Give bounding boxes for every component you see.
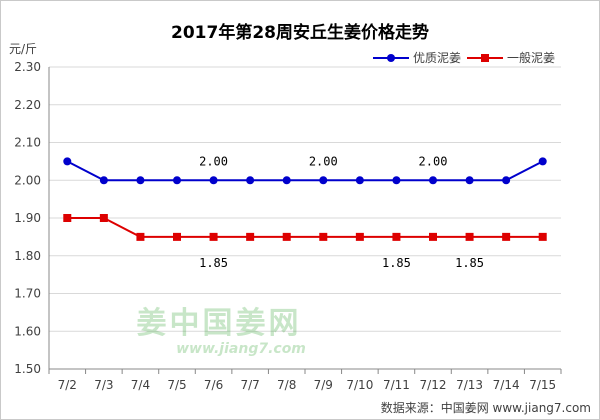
data-label: 1.85	[199, 256, 228, 270]
data-point	[99, 176, 108, 185]
y-tick-label: 2.20	[14, 98, 41, 112]
data-label: 1.85	[455, 256, 484, 270]
y-tick-label: 2.00	[14, 173, 41, 187]
data-point	[282, 176, 291, 185]
chart-title: 2017年第28周安丘生姜价格走势	[171, 22, 429, 43]
gridlines	[49, 66, 561, 332]
legend-marker	[481, 54, 489, 62]
y-tick-label: 1.70	[14, 287, 41, 301]
data-point	[282, 232, 291, 241]
x-tick-label: 7/5	[167, 378, 186, 392]
data-point	[502, 232, 511, 241]
y-tick-label: 1.50	[14, 362, 41, 376]
data-point	[392, 232, 401, 241]
series-1	[63, 157, 547, 185]
data-source-note: 数据来源：中国姜网 www.jiang7.com	[381, 400, 591, 415]
watermark-logo-text: 姜中国姜网	[137, 306, 302, 341]
data-point	[538, 157, 547, 166]
series-layer	[63, 157, 547, 241]
y-axis-unit-label: 元/斤	[9, 42, 37, 56]
data-label: 2.00	[309, 154, 338, 168]
legend-label: 一般泥姜	[507, 50, 555, 65]
data-point	[429, 176, 437, 185]
data-point	[173, 176, 181, 185]
series-line	[67, 217, 543, 238]
legend: 优质泥姜 一般泥姜	[373, 50, 555, 65]
x-tick-label: 7/12	[420, 378, 447, 392]
x-tick-label: 7/13	[456, 378, 483, 392]
x-tick-label: 7/8	[277, 378, 296, 392]
data-point	[136, 176, 145, 185]
series-line	[66, 160, 544, 182]
x-tick-label: 7/9	[314, 378, 333, 392]
x-tick-label: 7/4	[131, 378, 150, 392]
data-label: 2.00	[419, 154, 448, 168]
legend-label: 优质泥姜	[413, 51, 461, 65]
data-point	[538, 232, 547, 241]
data-point	[465, 232, 474, 241]
data-label: 1.85	[382, 256, 411, 270]
legend-entry-1: 优质泥姜	[373, 51, 461, 65]
data-point	[319, 176, 328, 185]
data-point	[173, 232, 181, 241]
data-point	[246, 176, 255, 185]
data-point	[392, 176, 401, 185]
series-2	[63, 214, 547, 241]
data-point	[429, 232, 437, 241]
x-tick-label: 7/11	[383, 378, 410, 392]
data-point	[63, 157, 72, 166]
watermark: 姜中国姜网 www.jiang7.com	[137, 306, 306, 357]
axes	[48, 67, 562, 374]
x-tick-label: 7/6	[204, 378, 223, 392]
watermark-url: www.jiang7.com	[176, 341, 306, 357]
data-point	[502, 176, 511, 185]
data-labels: 2.00 2.00 2.00 1.85 1.85 1.85	[199, 154, 484, 270]
data-point	[209, 232, 218, 241]
legend-entry-2: 一般泥姜	[467, 50, 555, 65]
data-point	[319, 232, 328, 241]
y-tick-label: 1.90	[14, 211, 41, 225]
data-label: 2.00	[199, 154, 228, 168]
data-point	[209, 176, 218, 185]
data-point	[355, 176, 364, 185]
data-point	[246, 232, 255, 241]
x-tick-label: 7/7	[240, 378, 259, 392]
data-point	[355, 232, 364, 241]
x-tick-label: 7/14	[493, 378, 520, 392]
y-tick-label: 1.60	[14, 324, 41, 338]
x-tick-labels: 7/2 7/3 7/4 7/5 7/6 7/7 7/8 7/9 7/10 7/11 7/12 7/13…	[58, 378, 557, 392]
data-point	[136, 232, 145, 241]
y-tick-label: 2.10	[14, 136, 41, 150]
y-tick-label: 2.30	[14, 60, 41, 74]
x-tick-label: 7/3	[94, 378, 113, 392]
data-point	[465, 176, 474, 185]
y-tick-label: 1.80	[14, 249, 41, 263]
x-tick-label: 7/2	[58, 378, 77, 392]
legend-marker	[387, 54, 395, 62]
data-point	[99, 214, 108, 222]
x-tick-label: 7/15	[529, 378, 556, 392]
x-tick-label: 7/10	[346, 378, 373, 392]
data-point	[63, 214, 72, 222]
y-tick-labels: 1.50 1.60 1.70 1.80 1.90 2.00 2.10 2.20 2.30	[14, 60, 41, 376]
